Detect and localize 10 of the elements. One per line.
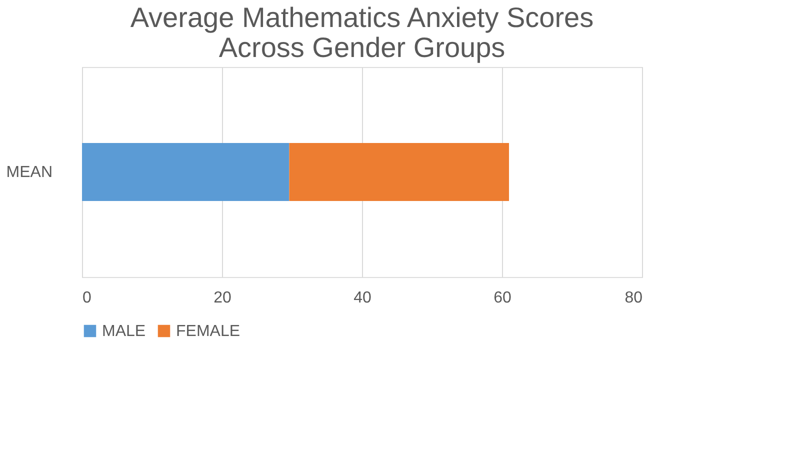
x-tick-label: 60 xyxy=(494,290,512,306)
x-tick-label: 80 xyxy=(624,290,643,306)
x-tick-label: 40 xyxy=(354,290,372,306)
legend-label: MALE xyxy=(102,323,146,340)
legend-label: FEMALE xyxy=(176,323,240,340)
x-tick-label: 20 xyxy=(214,290,232,306)
text: Across Gender Groups xyxy=(218,32,506,63)
x-tick-label: 0 xyxy=(82,290,92,306)
y-tick-label: MEAN xyxy=(6,164,52,181)
text: Average Mathematics Anxiety Scores xyxy=(130,2,594,33)
